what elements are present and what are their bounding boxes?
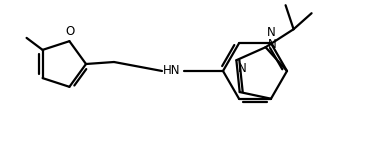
Text: O: O (66, 25, 75, 38)
Text: HN: HN (163, 65, 181, 77)
Text: N: N (267, 38, 276, 51)
Text: N: N (238, 62, 247, 75)
Text: N: N (267, 26, 276, 39)
